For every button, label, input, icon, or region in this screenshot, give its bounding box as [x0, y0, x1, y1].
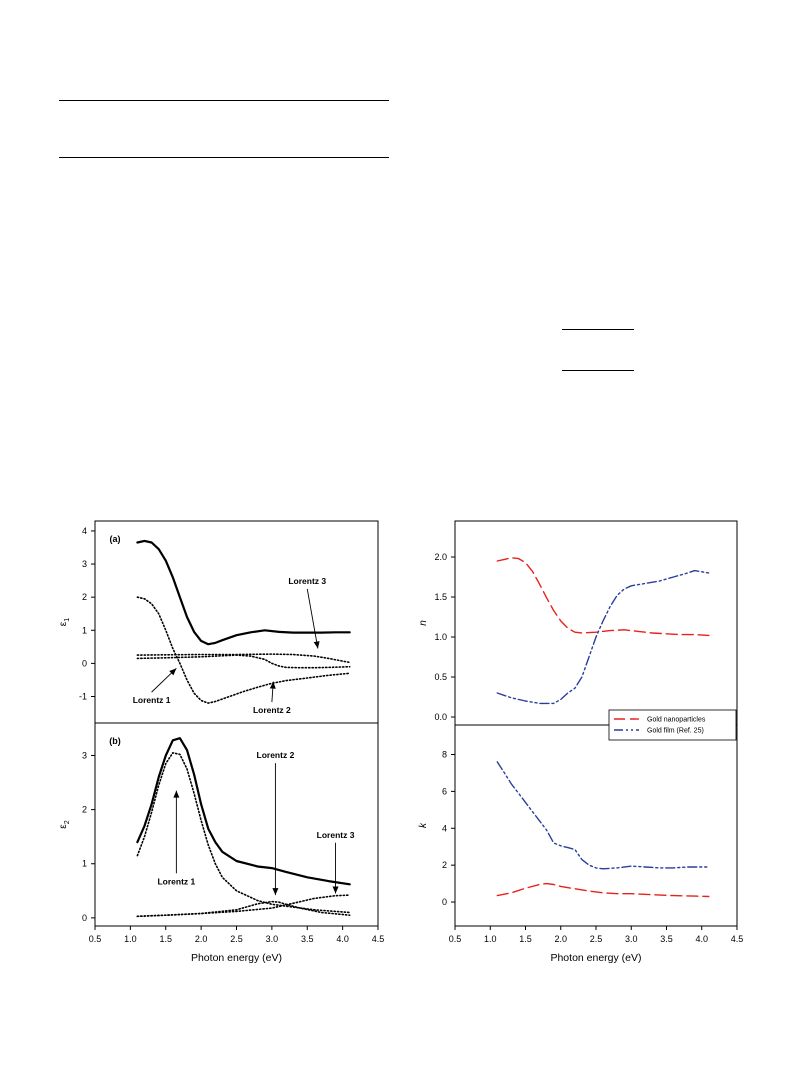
xtick-label-b-4.0: 4.0 [336, 934, 349, 944]
annotation-a-lorentz-2: Lorentz 2 [253, 705, 291, 715]
panel-label-b: (b) [109, 736, 121, 746]
annotation-b-lorentz-2: Lorentz 2 [257, 750, 295, 760]
xtick-label-k-2.0: 2.0 [554, 934, 567, 944]
series-n-gold-film-ref-25- [496, 569, 710, 705]
table-rule-top [59, 100, 389, 101]
xtick-label-k-1.5: 1.5 [519, 934, 532, 944]
annotation-b-lorentz-3: Lorentz 3 [317, 830, 355, 840]
ytick-label-a-2: 2 [82, 592, 87, 602]
ytick-label-n-0.0: 0.0 [434, 712, 447, 722]
xtick-label-k-4.0: 4.0 [695, 934, 708, 944]
annotation-arrowhead-b-lorentz-3 [332, 886, 339, 894]
series-n-gold-nanoparticles [496, 557, 710, 637]
ytick-label-k-8: 8 [442, 750, 447, 760]
annotation-a-lorentz-1: Lorentz 1 [133, 695, 171, 705]
ytick-label-a-0: 0 [82, 658, 87, 668]
annotation-arrow-a-lorentz-3 [306, 588, 319, 649]
yaxis-label-n: n [418, 620, 429, 626]
xtick-label-b-0.5: 0.5 [89, 934, 102, 944]
ytick-label-a-4: 4 [82, 526, 87, 536]
ytick-label-n-2.0: 2.0 [434, 552, 447, 562]
ytick-label-a-1: 1 [82, 625, 87, 635]
ytick-label-k-2: 2 [442, 860, 447, 870]
series-a-lorentz-1 [136, 596, 351, 704]
series-k-gold-film-ref-25- [496, 761, 710, 870]
yaxis-label-b: ε2 [58, 820, 71, 828]
series-b-lorentz-1 [136, 752, 351, 914]
series-b-total [136, 737, 351, 886]
ytick-label-b-2: 2 [82, 805, 87, 815]
xtick-label-k-4.5: 4.5 [731, 934, 744, 944]
ytick-label-a--1: -1 [79, 692, 87, 702]
yaxis-label-a: ε1 [58, 618, 71, 626]
series-a-total [136, 539, 351, 646]
annotation-arrowhead-a-lorentz-3 [313, 641, 320, 649]
xaxis-label-b: Photon energy (eV) [191, 952, 282, 964]
ytick-label-n-1.5: 1.5 [434, 592, 447, 602]
xtick-label-b-2.0: 2.0 [195, 934, 208, 944]
series-k-gold-nanoparticles [496, 882, 710, 898]
ytick-label-k-0: 0 [442, 897, 447, 907]
annotation-a-lorentz-3: Lorentz 3 [288, 576, 326, 586]
annotation-b-lorentz-1: Lorentz 1 [157, 876, 195, 886]
series-a-lorentz-3 [136, 653, 351, 664]
xtick-label-b-3.0: 3.0 [266, 934, 279, 944]
ytick-label-n-1.0: 1.0 [434, 632, 447, 642]
panel-label-a: (a) [110, 534, 121, 544]
xtick-label-k-3.0: 3.0 [625, 934, 638, 944]
series-b-lorentz-3 [136, 894, 351, 918]
series-a-lorentz-2 [136, 654, 351, 669]
annotation-arrowhead-a-lorentz-1 [169, 668, 177, 676]
annotation-arrowhead-b-lorentz-1 [173, 790, 180, 798]
xtick-label-k-1.0: 1.0 [484, 934, 497, 944]
table-rule-mid [59, 157, 389, 158]
legend-box [608, 709, 737, 741]
yaxis-label-k: k [418, 822, 429, 828]
ytick-label-k-4: 4 [442, 823, 447, 833]
annotation-arrowhead-b-lorentz-2 [272, 888, 279, 896]
legend-label-gold-nanoparticles: Gold nanoparticles [647, 717, 706, 724]
ytick-label-b-0: 0 [82, 913, 87, 923]
ytick-label-k-6: 6 [442, 786, 447, 796]
ytick-label-b-1: 1 [82, 859, 87, 869]
ytick-label-a-3: 3 [82, 559, 87, 569]
xtick-label-b-1.5: 1.5 [159, 934, 172, 944]
xtick-label-k-3.5: 3.5 [660, 934, 673, 944]
xaxis-label-k: Photon energy (eV) [550, 952, 641, 964]
ytick-label-b-3: 3 [82, 750, 87, 760]
eq-rule-2 [562, 370, 634, 371]
annotation-arrowhead-a-lorentz-2 [269, 681, 276, 689]
xtick-label-b-4.5: 4.5 [372, 934, 385, 944]
series-b-lorentz-2 [136, 900, 351, 918]
legend-label-gold-film-ref-25-: Gold film (Ref. 25) [647, 728, 704, 735]
xtick-label-k-0.5: 0.5 [449, 934, 462, 944]
xtick-label-k-2.5: 2.5 [590, 934, 603, 944]
ytick-label-n-0.5: 0.5 [434, 672, 447, 682]
eq-rule-1 [562, 329, 634, 330]
xtick-label-b-3.5: 3.5 [301, 934, 314, 944]
xtick-label-b-2.5: 2.5 [230, 934, 243, 944]
xtick-label-b-1.0: 1.0 [124, 934, 137, 944]
